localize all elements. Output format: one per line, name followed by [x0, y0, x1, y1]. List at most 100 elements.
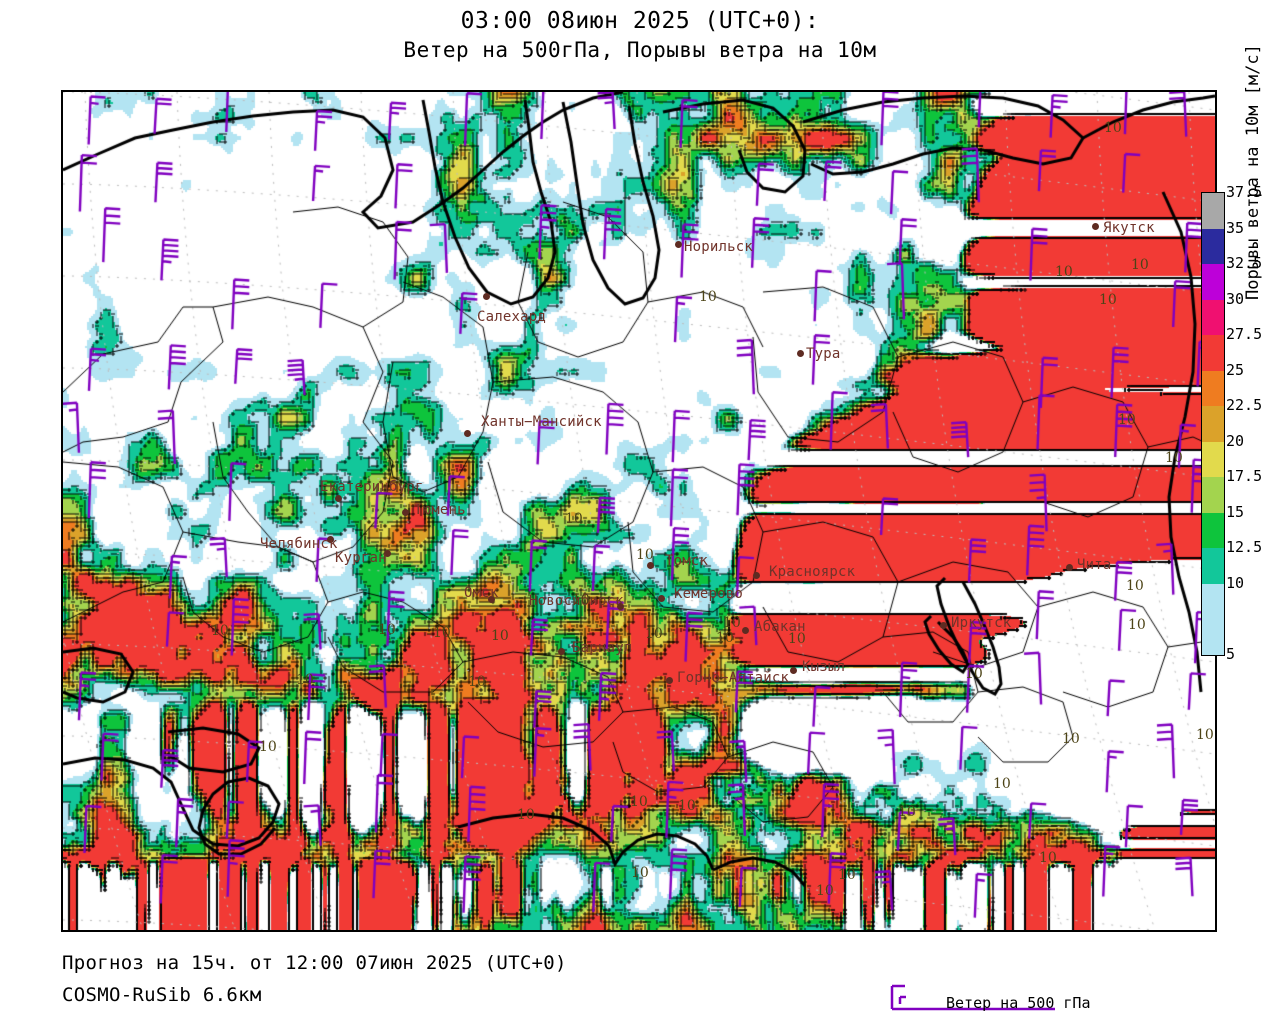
contour-label: 10	[1062, 731, 1080, 747]
city-marker-dot	[464, 430, 471, 437]
colorbar-axis-label: Порывы ветра на 10м [м/с]	[1243, 44, 1263, 300]
colorbar-tick: 25	[1226, 360, 1245, 379]
city-label: Салехард	[477, 309, 547, 325]
contour-label: 10	[898, 804, 916, 820]
city-marker-dot	[327, 536, 334, 543]
contour-label: 10	[572, 592, 590, 608]
city-label: Кемерово	[674, 586, 744, 602]
contour-label: 10	[788, 631, 806, 647]
contour-label: 10	[965, 666, 983, 682]
colorbar-tick: 15	[1226, 502, 1245, 521]
contour-label: 10	[259, 739, 277, 755]
colorbar-band	[1202, 335, 1224, 371]
colorbar-tick: 5	[1226, 645, 1236, 663]
contour-label: 10	[723, 615, 741, 631]
contour-label: 10	[491, 628, 509, 644]
city-label: Кызыл	[802, 659, 846, 675]
colorbar-tick-labels: 37.5 35 32.5 30 27.5 25 22.5 20 17.5 15 12.5 10 5	[1226, 183, 1278, 668]
contour-label: 10	[468, 674, 486, 690]
contour-label: 10	[645, 626, 663, 642]
contour-label: 10	[517, 807, 535, 823]
city-marker-dot	[1066, 564, 1073, 571]
city-marker-dot	[753, 572, 760, 579]
forecast-parameter-title: Ветер на 500гПа, Порывы ветра на 10м	[403, 38, 877, 62]
city-marker-dot	[558, 648, 565, 655]
city-marker-dot	[675, 241, 682, 248]
contour-label: 10	[1196, 727, 1214, 743]
colorbar-band	[1202, 441, 1224, 478]
city-marker-dot	[1092, 223, 1099, 230]
city-marker-dot	[335, 495, 342, 502]
colorbar-tick: 20	[1226, 431, 1245, 450]
city-label: Тюмень	[414, 502, 466, 518]
city-marker-dot	[402, 509, 409, 516]
wind-barb-legend: Ветер на 500 гПа	[880, 978, 1210, 1018]
contour-label: 10	[636, 547, 654, 563]
colorbar-band	[1202, 477, 1224, 513]
weather-map[interactable]: Норильск Салехард Тура Якутск Ханты−Мансийск…	[61, 90, 1217, 932]
contour-label: 10	[1104, 120, 1122, 136]
city-marker-dot	[658, 595, 665, 602]
city-label: Горно−Алтайск	[677, 670, 790, 686]
contour-label: 10	[630, 794, 648, 810]
contour-label: 10	[838, 867, 856, 883]
colorbar-tick: 22.5	[1226, 396, 1263, 415]
city-marker-dot	[666, 677, 673, 684]
city-marker-dot	[797, 350, 804, 357]
city-marker-dot	[647, 562, 654, 569]
contour-label: 10	[296, 672, 314, 688]
contour-label: 10	[211, 623, 229, 639]
city-marker-dot	[790, 667, 797, 674]
contour-label: 10	[993, 776, 1011, 792]
colorbar-tick: 12.5	[1226, 538, 1263, 557]
city-label: Якутск	[1103, 220, 1155, 236]
colorbar	[1201, 192, 1225, 656]
colorbar-band	[1202, 548, 1224, 584]
colorbar-band	[1202, 228, 1224, 265]
city-label: Томск	[665, 553, 709, 569]
city-label: Иркутск	[951, 615, 1012, 631]
contour-label: 10	[1131, 257, 1149, 273]
city-label: Норильск	[684, 239, 754, 255]
colorbar-tick: 10	[1226, 573, 1245, 592]
contour-label: 10	[716, 630, 734, 646]
city-marker-dot	[940, 622, 947, 629]
contour-label: 10	[565, 511, 583, 527]
contour-label: 10	[1126, 578, 1144, 594]
colorbar-band	[1202, 264, 1224, 300]
colorbar-tick: 27.5	[1226, 325, 1263, 344]
forecast-datetime-title: 03:00 08июн 2025 (UTC+0):	[460, 8, 820, 34]
city-label: Чита	[1077, 557, 1112, 573]
map-raster-layer	[63, 92, 1215, 930]
colorbar-band	[1202, 299, 1224, 336]
contour-label: 10	[433, 625, 451, 641]
colorbar-tick: 17.5	[1226, 467, 1263, 486]
contour-label: 10	[1055, 264, 1073, 280]
forecast-issue-text: Прогноз на 15ч. от 12:00 07июн 2025 (UTC…	[62, 952, 567, 974]
city-label: Абакан	[754, 619, 806, 635]
city-label: Челябинск	[260, 536, 338, 552]
city-label: Барнаул	[572, 640, 633, 656]
contour-label: 10	[1118, 412, 1136, 428]
wind-barb-icon	[890, 984, 1055, 1011]
contour-label: 10	[699, 289, 717, 305]
colorbar-band	[1202, 370, 1224, 407]
colorbar-tick: 30	[1226, 289, 1245, 308]
colorbar-tick: 35	[1226, 218, 1245, 237]
city-marker-dot	[384, 550, 391, 557]
colorbar-tick: 37.5	[1226, 183, 1263, 201]
city-label: Новосибирск	[529, 593, 624, 609]
contour-label: 10	[631, 865, 649, 881]
contour-label: 10	[1039, 850, 1057, 866]
city-marker-dot	[617, 603, 624, 610]
city-label: Курган	[335, 550, 387, 566]
colorbar-band	[1202, 406, 1224, 442]
colorbar-band	[1202, 583, 1224, 655]
city-marker-dot	[488, 596, 495, 603]
city-label: Тура	[806, 346, 841, 362]
city-label: Екатеринбург	[320, 479, 424, 495]
colorbar-band	[1202, 193, 1224, 229]
city-marker-dot	[742, 627, 749, 634]
contour-label: 10	[1165, 450, 1183, 466]
contour-label: 10	[1099, 292, 1117, 308]
